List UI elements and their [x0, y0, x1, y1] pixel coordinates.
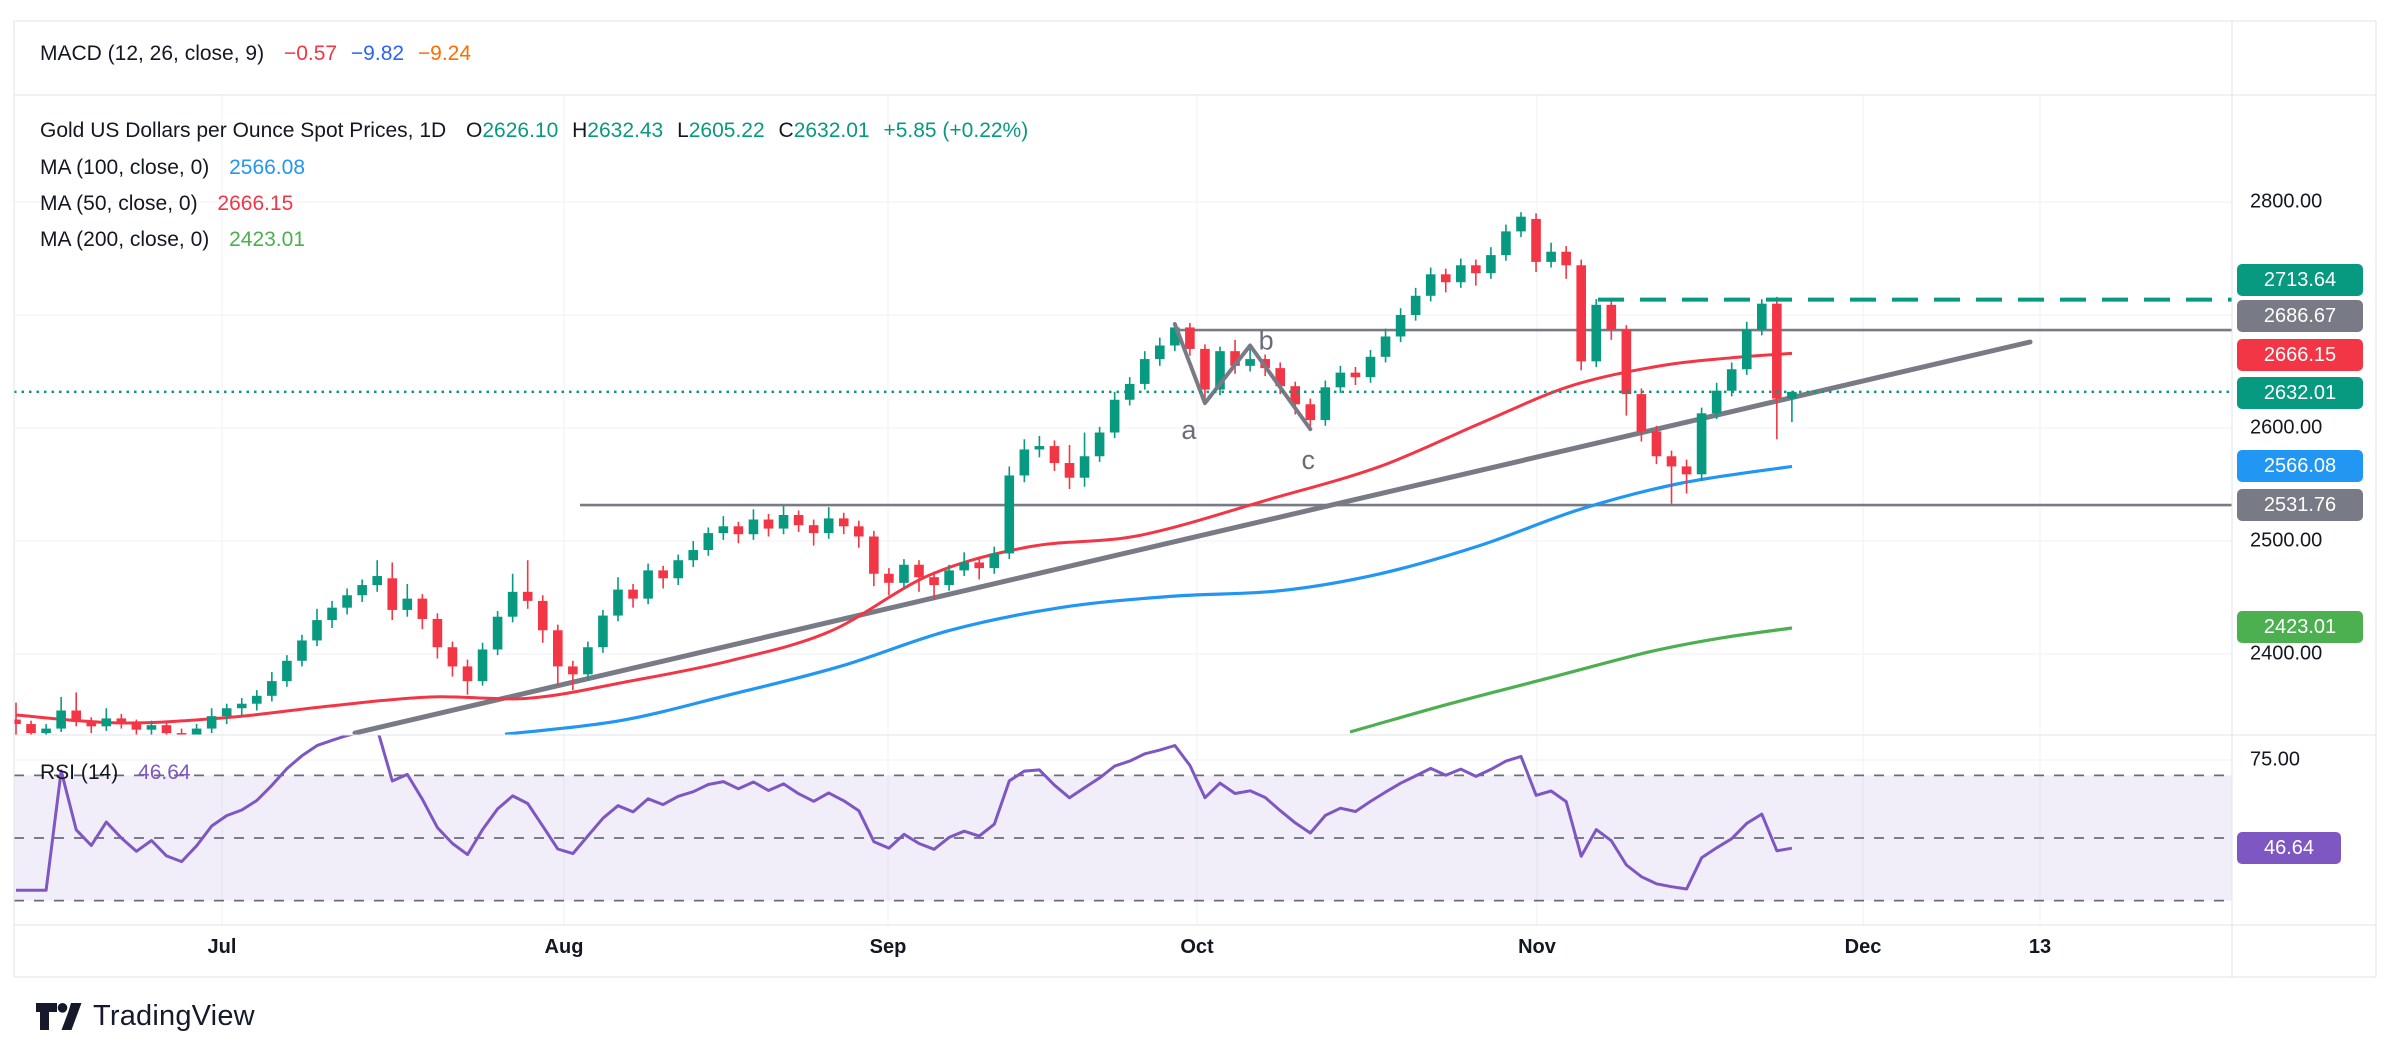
tradingview-logo-text: TradingView [93, 1000, 255, 1032]
tradingview-logo-icon [36, 1003, 82, 1030]
annotation-letter-b: b [1259, 326, 1274, 356]
tradingview-logo[interactable]: TradingView [36, 1000, 255, 1033]
annotation-letter-a: a [1181, 415, 1197, 445]
annotation-letter-c: c [1302, 445, 1316, 475]
